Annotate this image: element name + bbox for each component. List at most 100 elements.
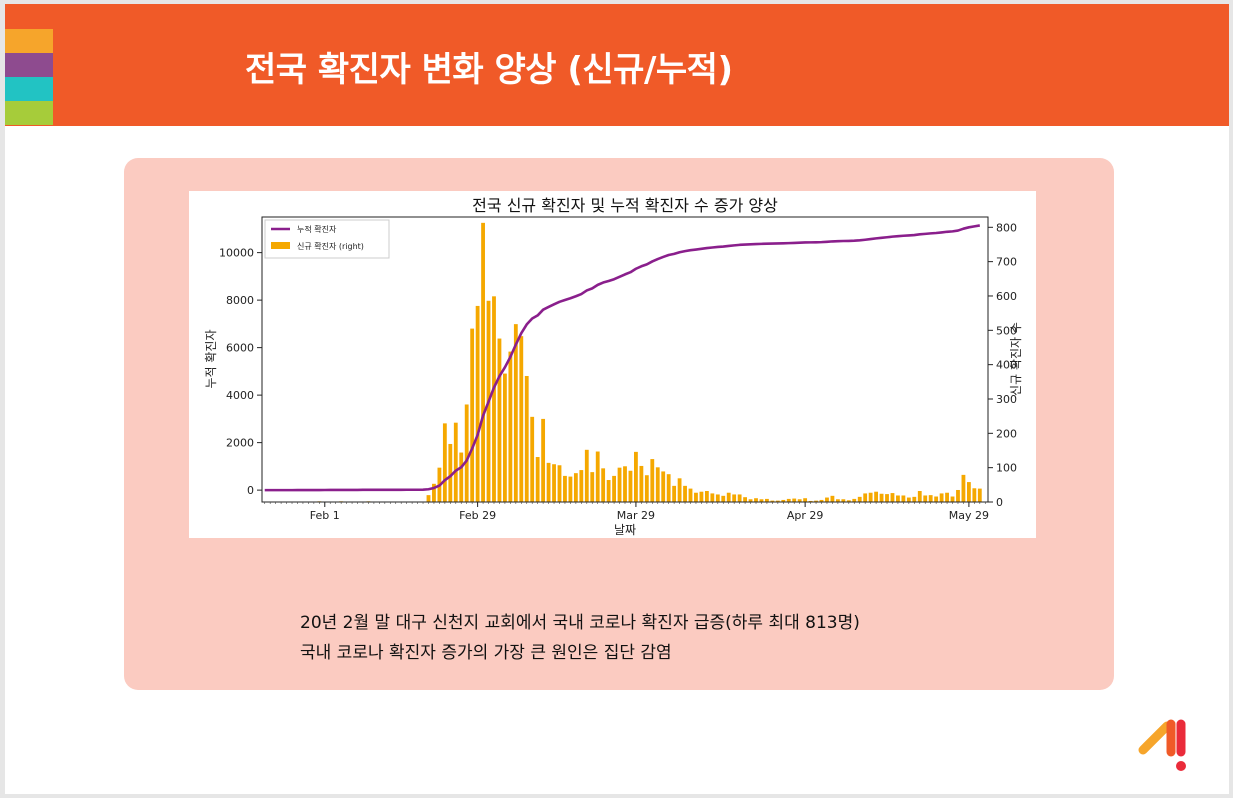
right-tick-label: 700 (996, 256, 1017, 269)
left-tick-label: 6000 (226, 342, 254, 355)
new-cases-bar (666, 474, 671, 502)
new-cases-bar (874, 491, 879, 502)
new-cases-bar (896, 495, 900, 502)
new-cases-bar (945, 492, 949, 502)
left-axis-label: 누적 확진자 (204, 329, 218, 388)
slide: 전국 확진자 변화 양상 (신규/누적) 0 2000 4000 6000 8000 10… (5, 4, 1229, 794)
new-cases-bar (448, 443, 453, 502)
new-cases-bar (617, 467, 622, 502)
new-cases-bar (748, 499, 753, 502)
new-cases-bar (835, 499, 840, 502)
new-cases-bar (966, 482, 971, 502)
new-cases-bar (972, 488, 977, 502)
new-cases-bar (770, 500, 775, 502)
new-cases-bar (923, 495, 928, 502)
new-cases-bar (612, 475, 616, 502)
new-cases-bar (879, 493, 884, 502)
new-cases-bar (852, 498, 857, 502)
right-tick-label: 500 (996, 324, 1017, 337)
new-cases-bar (606, 480, 611, 502)
left-y-axis: 0 2000 4000 6000 8000 10000 (219, 247, 262, 497)
right-y-axis: 0 100 200 300 400 500 600 700 800 (988, 221, 1017, 509)
new-cases-bar (628, 470, 633, 502)
new-cases-bar (704, 491, 709, 502)
new-cases-bar (683, 485, 687, 502)
new-cases-bar (781, 499, 786, 502)
new-cases-bar (426, 495, 431, 502)
x-tick-label: Feb 1 (310, 509, 340, 522)
new-cases-bar (470, 328, 475, 502)
right-axis-label: 신규 확진자 수 (1009, 322, 1023, 396)
new-cases-bar (863, 493, 868, 502)
right-tick-label: 100 (996, 462, 1017, 475)
new-cases-bar (546, 462, 551, 502)
new-cases-bar (677, 478, 682, 502)
new-cases-bar (584, 449, 589, 502)
new-cases-bar (475, 305, 480, 502)
new-cases-bar (557, 465, 562, 502)
new-cases-bar (961, 474, 966, 502)
new-cases-bar (481, 222, 485, 502)
right-tick-label: 300 (996, 393, 1017, 406)
chart-container: 0 2000 4000 6000 8000 10000 0 100 200 300 400 500 6… (189, 191, 1036, 538)
new-cases-bar (759, 499, 764, 502)
new-cases-bar (786, 498, 791, 502)
new-cases-bar (541, 418, 546, 502)
new-cases-bar (552, 464, 556, 502)
header-stripe-green (5, 101, 53, 125)
header-stripe-orange (5, 29, 53, 53)
legend-label-new: 신규 확진자 (right) (297, 241, 364, 251)
new-cases-bar (912, 496, 917, 502)
new-cases-bar (464, 404, 469, 502)
new-cases-bar (917, 491, 922, 502)
left-tick-label: 8000 (226, 294, 254, 307)
left-tick-label: 0 (247, 484, 254, 497)
content-card: 0 2000 4000 6000 8000 10000 0 100 200 300 400 500 6… (124, 158, 1114, 690)
new-cases-bar (906, 497, 911, 502)
x-tick-label: Apr 29 (787, 509, 824, 522)
legend-bar-swatch (271, 242, 290, 249)
new-cases-bar (639, 465, 644, 502)
new-cases-bar (644, 475, 649, 502)
new-cases-bar (530, 416, 535, 502)
new-cases-bar (710, 493, 715, 502)
logo-stroke-left (1138, 721, 1172, 755)
new-cases-bar (519, 336, 524, 502)
new-cases-bar (672, 485, 677, 502)
new-cases-bar (699, 491, 704, 502)
slide-title: 전국 확진자 변화 양상 (신규/누적) (245, 50, 733, 90)
new-cases-bar (694, 492, 698, 502)
new-cases-bar (928, 495, 933, 502)
caption-line-1: 20년 2월 말 대구 신천지 교회에서 국내 코로나 확진자 급증(하루 최대… (300, 613, 860, 633)
brand-logo (1138, 719, 1186, 771)
right-tick-label: 400 (996, 359, 1017, 372)
new-cases-bar (715, 494, 720, 502)
new-cases-bar (841, 499, 846, 502)
left-tick-label: 4000 (226, 389, 254, 402)
new-cases-bar (524, 375, 529, 502)
new-cases-bar (797, 499, 802, 502)
left-tick-label: 2000 (226, 437, 254, 450)
new-cases-bar (655, 467, 660, 502)
new-cases-bar (721, 495, 726, 502)
x-tick-label: May 29 (949, 509, 989, 522)
x-tick-label: Feb 29 (459, 509, 496, 522)
new-cases-bar (508, 351, 513, 502)
bars-layer (295, 222, 982, 502)
logo-exclaim-dot (1176, 761, 1186, 771)
right-tick-label: 200 (996, 427, 1017, 440)
new-cases-bar (535, 457, 540, 502)
new-cases-bar (808, 500, 813, 502)
new-cases-bar (513, 324, 518, 502)
new-cases-bar (726, 492, 731, 502)
new-cases-bar (442, 423, 447, 502)
header-stripe-teal (5, 77, 53, 101)
new-cases-bar (688, 488, 693, 502)
new-cases-bar (765, 498, 769, 502)
new-cases-bar (792, 498, 797, 502)
new-cases-bar (743, 497, 747, 502)
new-cases-bar (814, 500, 818, 502)
new-cases-bar (977, 488, 982, 502)
new-cases-bar (590, 472, 595, 502)
chart-title: 전국 신규 확진자 및 누적 확진자 수 증가 양상 (472, 196, 778, 215)
